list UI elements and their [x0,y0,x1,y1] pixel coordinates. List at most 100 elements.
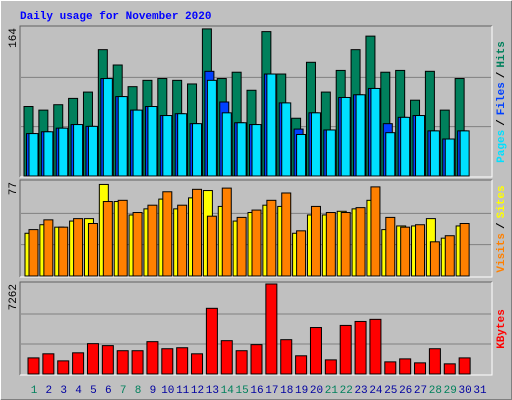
bar [236,122,247,177]
bar [73,124,84,177]
bar [58,127,69,177]
bar [117,96,128,177]
x-tick-label: 20 [310,385,323,397]
bar [444,138,455,177]
bar [251,124,262,177]
bar [101,345,114,375]
bar [443,363,456,375]
bar [177,204,188,277]
bar [132,109,143,177]
bar [162,191,173,277]
bar [147,106,158,177]
bar [369,318,382,375]
bar [191,353,204,375]
legend: KBytes [496,309,508,349]
bar [325,212,336,277]
bar [400,226,411,277]
panel-frame-light [20,180,493,278]
x-tick-label: 10 [161,385,174,397]
bar [236,216,247,277]
bar [28,133,39,177]
x-tick-label: 2 [46,385,53,397]
legend-entry: Pages [496,130,508,163]
bar [370,186,381,277]
x-tick-label: 9 [150,385,157,397]
bar [147,204,158,277]
bar [339,324,352,375]
x-tick-label: 24 [369,385,383,397]
bar [192,188,203,277]
panel-frame-light [20,26,493,178]
bar [117,199,128,277]
x-tick-label: 11 [176,385,190,397]
bar [43,131,54,177]
bar [161,348,174,375]
x-tick-label: 19 [295,385,308,397]
bar [58,226,69,277]
bar [296,230,307,277]
x-tick-label: 5 [90,385,97,397]
legend-entry: Files [496,82,508,115]
bar [176,347,189,375]
bar [205,307,218,375]
bar [57,360,70,375]
legend-entry: KBytes [496,309,508,349]
bar [116,350,129,375]
bar [102,201,113,277]
bar [221,112,232,177]
chart-title: Daily usage for November 2020 [20,11,211,23]
x-tick-label: 26 [399,385,412,397]
bar [72,352,85,375]
x-tick-label: 23 [354,385,367,397]
x-tick-label: 17 [265,385,278,397]
bar [355,207,366,277]
x-tick-label: 16 [250,385,263,397]
bar [87,125,98,177]
x-tick-label: 22 [340,385,353,397]
x-tick-label: 1 [31,385,38,397]
bar [415,224,426,277]
bar [87,223,98,277]
bar [206,79,217,177]
bar [146,341,159,375]
bar [28,229,39,277]
legend: Visits / Sites [496,185,508,272]
x-tick-label: 21 [325,385,339,397]
bar [86,343,99,375]
bar [162,115,173,177]
y-tick-label: 7262 [8,284,20,310]
bar [400,116,411,177]
x-tick-label: 25 [384,385,397,397]
bar [177,113,188,177]
bar [399,358,412,375]
x-tick-label: 4 [75,385,82,397]
bar [444,235,455,277]
x-tick-label: 8 [135,385,142,397]
legend-separator: / [496,119,508,126]
x-tick-label: 13 [206,385,219,397]
bar [370,87,381,177]
bar [131,350,144,375]
legend-entry: Hits [496,41,508,67]
panel-frame-light [20,282,493,376]
bar [429,130,440,177]
bar [310,205,321,277]
legend-separator: / [496,222,508,229]
x-tick-label: 30 [459,385,472,397]
bar [429,241,440,277]
bar [251,209,262,277]
x-tick-label: 28 [429,385,442,397]
bar [325,129,336,177]
x-tick-label: 18 [280,385,293,397]
bar [385,132,396,177]
bar [250,344,263,375]
y-tick-label: 164 [8,28,20,48]
bar [354,320,367,375]
bar [221,187,232,277]
bar [265,283,278,375]
bar [266,73,277,177]
bar [295,355,308,375]
